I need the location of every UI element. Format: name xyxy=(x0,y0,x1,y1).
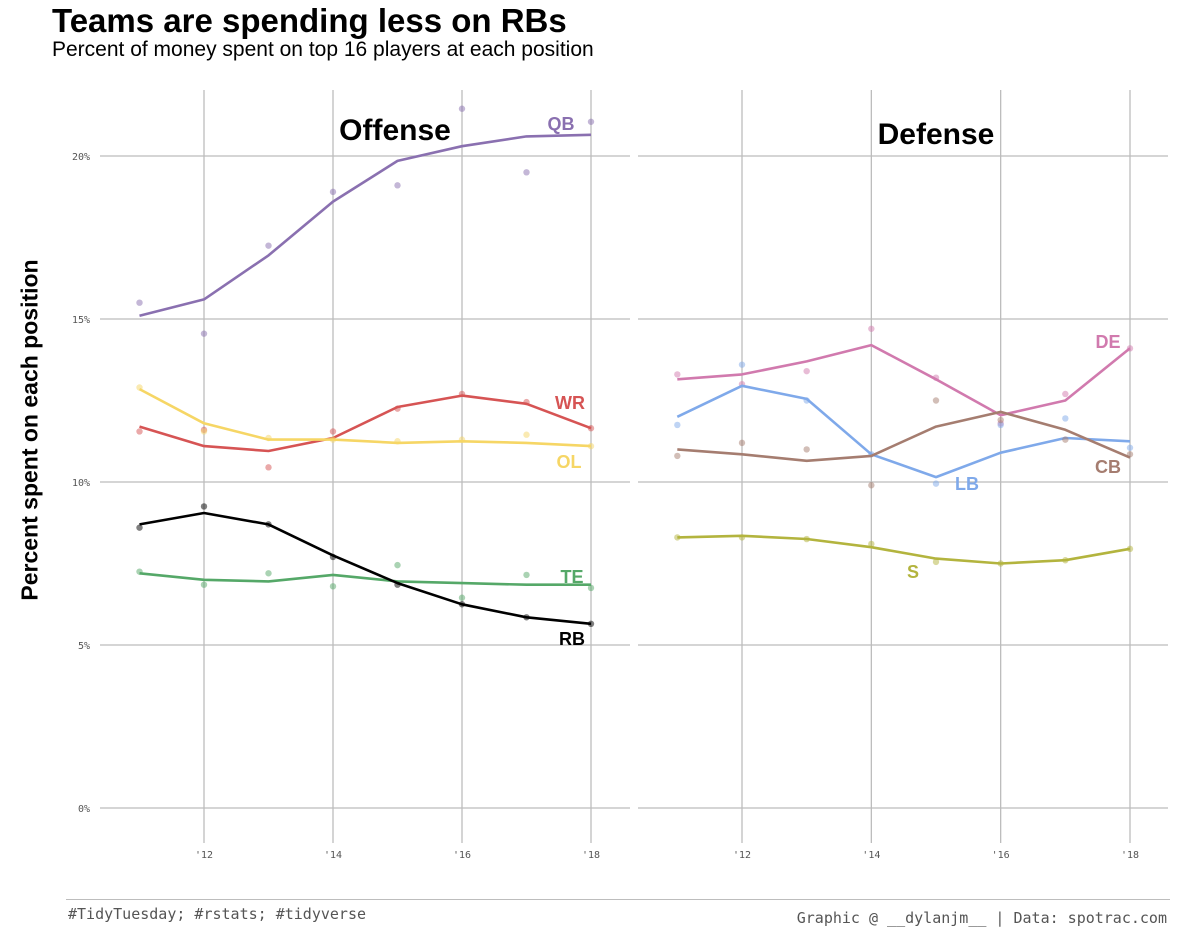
series-label-rb: RB xyxy=(559,629,585,649)
data-point-ol xyxy=(587,442,595,450)
data-point-cb xyxy=(674,452,681,460)
data-point-cb xyxy=(997,416,1004,424)
data-point-s xyxy=(932,558,940,566)
trend-line-qb xyxy=(139,133,592,317)
data-point-cb xyxy=(932,397,940,404)
data-point-de xyxy=(1062,390,1069,398)
caption-credits: Graphic @ __dylanjm__ | Data: spotrac.co… xyxy=(796,909,1167,927)
x-tick-label: '18 xyxy=(1121,850,1139,861)
series-rb: RB xyxy=(136,503,595,649)
panel-offense: 0% 5% 10% 15% 20% '12 '14 '16 '18 Offense QB WR OL TE… xyxy=(72,90,630,861)
trend-line-lb xyxy=(676,384,1131,479)
data-point-de xyxy=(803,367,810,375)
y-tick-label: 20% xyxy=(72,152,90,163)
trend-line-wr xyxy=(139,394,592,453)
x-tick-label: '14 xyxy=(324,850,342,861)
data-point-te xyxy=(523,571,530,579)
data-point-lb xyxy=(1062,415,1069,422)
data-point-qb xyxy=(329,188,337,196)
x-tick-label: '14 xyxy=(862,850,880,861)
series-label-qb: QB xyxy=(548,114,575,134)
data-point-qb xyxy=(587,118,595,125)
panel-title-offense: Offense xyxy=(339,114,451,147)
x-tick-label: '12 xyxy=(733,850,751,861)
series-wr: WR xyxy=(136,390,595,471)
data-point-lb xyxy=(738,361,746,368)
y-tick-label: 15% xyxy=(72,315,90,326)
data-point-cb xyxy=(803,446,810,453)
caption-hashtags: #TidyTuesday; #rstats; #tidyverse xyxy=(68,905,367,923)
data-point-lb xyxy=(674,421,681,429)
data-point-cb xyxy=(1062,436,1069,443)
data-point-qb xyxy=(458,105,466,112)
panel-defense: '12 '14 '16 '18 Defense DE LB CB S xyxy=(638,90,1168,861)
trend-line-rb xyxy=(139,511,592,626)
caption-divider xyxy=(66,899,1170,900)
data-point-ol xyxy=(200,428,208,435)
series-ol: OL xyxy=(136,384,595,472)
data-point-qb xyxy=(523,169,530,176)
data-point-cb xyxy=(738,439,746,447)
x-tick-label: '16 xyxy=(453,850,471,861)
data-point-qb xyxy=(394,182,401,189)
data-point-qb xyxy=(136,299,143,306)
trend-line-cb xyxy=(677,410,1131,463)
faceted-line-chart: 0% 5% 10% 15% 20% '12 '14 '16 '18 Offense QB WR OL TE… xyxy=(72,90,1168,861)
series-label-s: S xyxy=(907,562,919,582)
x-tick-label: '16 xyxy=(992,850,1010,861)
y-tick-label: 10% xyxy=(72,478,90,489)
data-point-te xyxy=(458,594,466,601)
series-s: S xyxy=(674,534,1134,582)
data-point-rb xyxy=(136,524,143,531)
data-point-cb xyxy=(868,482,875,489)
series-label-wr: WR xyxy=(555,393,585,413)
trend-line-ol xyxy=(138,387,592,448)
data-point-rb xyxy=(200,503,208,510)
trend-line-de xyxy=(677,343,1131,417)
data-point-wr xyxy=(136,428,143,435)
data-point-te xyxy=(200,581,208,588)
y-tick-label: 5% xyxy=(78,641,90,652)
y-tick-label: 0% xyxy=(78,804,90,815)
series-label-ol: OL xyxy=(557,452,582,472)
data-point-te xyxy=(394,561,401,569)
data-point-lb xyxy=(932,480,940,487)
data-point-rb xyxy=(587,620,595,628)
x-tick-label: '12 xyxy=(195,850,213,861)
data-point-de xyxy=(674,371,681,378)
panel-title-defense: Defense xyxy=(878,118,995,151)
chart-title: Teams are spending less on RBs xyxy=(52,2,567,39)
data-point-qb xyxy=(200,330,208,337)
chart-subtitle: Percent of money spent on top 16 players… xyxy=(52,38,594,61)
series-label-de: DE xyxy=(1095,332,1120,352)
series-label-lb: LB xyxy=(955,474,979,494)
series-de: DE xyxy=(674,325,1134,427)
data-point-ol xyxy=(523,431,530,438)
data-point-s xyxy=(868,540,875,548)
data-point-wr xyxy=(329,428,337,435)
series-te: TE xyxy=(136,561,595,601)
data-point-te xyxy=(265,570,272,577)
trend-line-s xyxy=(677,534,1131,565)
data-point-wr xyxy=(265,464,272,471)
data-point-te xyxy=(329,583,337,590)
trend-line-te xyxy=(139,572,591,586)
data-point-te xyxy=(587,584,595,592)
data-point-lb xyxy=(1126,444,1134,451)
series-label-te: TE xyxy=(560,567,583,587)
data-point-qb xyxy=(265,242,272,249)
series-cb: CB xyxy=(674,397,1134,489)
x-tick-label: '18 xyxy=(582,850,600,861)
data-point-lb xyxy=(997,421,1004,429)
series-qb: QB xyxy=(136,105,595,337)
series-label-cb: CB xyxy=(1095,457,1121,477)
data-point-de xyxy=(868,325,875,332)
